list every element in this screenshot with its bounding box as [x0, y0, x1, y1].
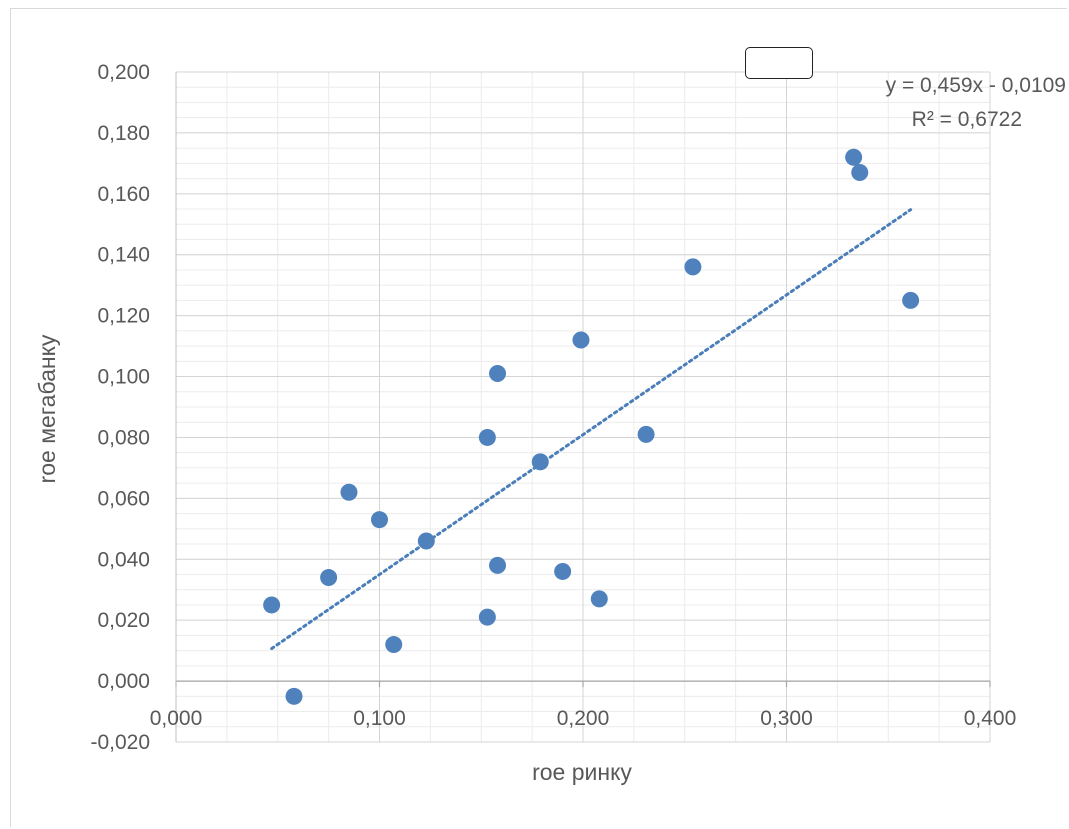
data-point: [320, 569, 338, 587]
y-tick-label: 0,160: [97, 183, 150, 206]
data-point: [285, 687, 303, 705]
data-point: [263, 596, 281, 614]
trendline-equation: y = 0,459x - 0,0109: [886, 74, 1066, 97]
data-point: [684, 258, 702, 276]
y-tick-label: 0,120: [97, 305, 150, 328]
x-tick-label: 0,200: [557, 707, 610, 730]
y-axis-title: roe мегабанку: [34, 334, 60, 483]
x-tick-labels: 0,000 0,100 0,200 0,300 0,400: [150, 707, 1017, 730]
data-point: [385, 636, 403, 654]
x-tick-label: 0,400: [964, 707, 1017, 730]
x-tick-label: 0,300: [760, 707, 813, 730]
data-points: [263, 148, 920, 705]
data-point: [572, 331, 590, 349]
data-point: [554, 562, 572, 580]
y-tick-label: -0,020: [90, 731, 150, 754]
data-point: [851, 164, 869, 181]
y-tick-label: 0,080: [97, 426, 150, 449]
data-point: [637, 425, 655, 443]
chart-frame: [10, 8, 1067, 827]
x-tick-label: 0,100: [353, 707, 406, 730]
y-tick-label: 0,140: [97, 244, 150, 267]
data-point: [478, 428, 496, 446]
data-point: [845, 148, 863, 166]
y-tick-label: 0,180: [97, 122, 150, 145]
y-tick-label: 0,040: [97, 548, 150, 571]
y-tick-labels: -0,020 0,000 0,020 0,040 0,060 0,080 0,100 0,12…: [90, 61, 150, 754]
y-tick-label: 0,200: [97, 61, 150, 84]
y-tick-label: 0,000: [97, 670, 150, 693]
trendline-line: [270, 208, 913, 651]
data-point: [478, 608, 496, 626]
data-point: [371, 511, 388, 529]
data-point: [902, 291, 920, 309]
y-tick-label: 0,020: [97, 609, 150, 632]
data-point: [417, 532, 435, 550]
x-axis-title: roe ринку: [532, 759, 632, 785]
data-point: [590, 590, 608, 608]
y-tick-label: 0,100: [97, 366, 150, 389]
data-point: [340, 483, 358, 501]
axes: [175, 72, 991, 742]
data-point: [531, 453, 549, 471]
trendline: [270, 208, 913, 651]
data-point: [489, 365, 507, 382]
trendline-r2: R² = 0,6722: [912, 108, 1022, 131]
legend-box[interactable]: [745, 47, 813, 79]
x-tick-label: 0,000: [150, 707, 203, 730]
data-point: [489, 556, 507, 574]
y-tick-label: 0,060: [97, 487, 150, 510]
